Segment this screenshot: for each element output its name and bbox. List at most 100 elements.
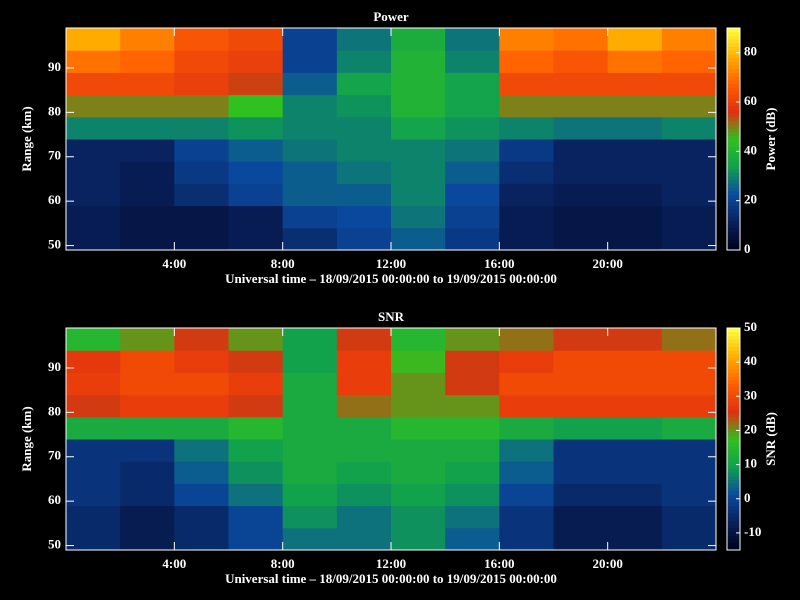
heatmap-cell: [445, 505, 500, 529]
heatmap-cell: [66, 416, 121, 440]
heatmap-cell: [391, 50, 446, 73]
heatmap-cell: [661, 161, 717, 184]
colorbar-segment: [727, 83, 740, 88]
colorbar-tick-label: 20: [744, 192, 757, 207]
heatmap-cell: [336, 416, 392, 440]
heatmap-cell: [174, 72, 229, 96]
colorbar-segment: [727, 46, 740, 51]
heatmap-cell: [120, 161, 175, 184]
colorbar-tick-label: 40: [744, 353, 757, 368]
heatmap-cell: [66, 183, 121, 207]
heatmap-cell: [66, 72, 121, 96]
heatmap-cell: [174, 50, 229, 73]
heatmap-cell: [553, 328, 609, 351]
heatmap-cell: [174, 183, 229, 207]
colorbar-segment: [727, 242, 740, 247]
heatmap-cell: [336, 527, 392, 551]
colorbar-label: Power (dB): [763, 108, 778, 171]
heatmap-cell: [282, 439, 338, 462]
x-tick-label: 8:00: [271, 256, 295, 271]
heatmap-cell: [499, 205, 554, 229]
colorbar-segment: [727, 224, 740, 229]
heatmap-cell: [228, 94, 284, 118]
heatmap-cell: [607, 116, 663, 140]
heatmap-cell: [120, 527, 175, 551]
heatmap-cell: [553, 94, 609, 118]
colorbar-segment: [727, 365, 740, 370]
colorbar-segment: [727, 31, 740, 36]
heatmap-cell: [445, 227, 500, 251]
heatmap-cell: [445, 328, 500, 351]
colorbar-frame: [726, 327, 741, 551]
panel-title: SNR: [378, 309, 405, 324]
colorbar-segment: [727, 209, 740, 214]
heatmap-cell: [499, 116, 554, 140]
colorbar-segment: [727, 331, 740, 336]
heatmap-cell: [120, 50, 175, 73]
colorbar-segment: [727, 361, 740, 366]
colorbar-segment: [727, 520, 740, 525]
heatmap-cell: [336, 139, 392, 162]
heatmap-cell: [499, 439, 554, 462]
heatmap-cell: [336, 372, 392, 396]
colorbar-segment: [727, 483, 740, 488]
heatmap-cell: [661, 72, 717, 96]
heatmap-cell: [282, 50, 338, 73]
heatmap-cell: [336, 161, 392, 184]
colorbar-segment: [727, 353, 740, 359]
heatmap-cell: [282, 139, 338, 162]
heatmap-cell: [499, 72, 554, 96]
heatmap-cell: [661, 227, 717, 251]
heatmap-cell: [282, 505, 338, 529]
colorbar-segment: [727, 427, 740, 433]
colorbar-segment: [727, 157, 740, 162]
colorbar-segment: [727, 542, 740, 547]
heatmap-cell: [553, 416, 609, 440]
heatmap-cell: [174, 372, 229, 396]
heatmap-cell: [228, 416, 284, 440]
heatmap-cell: [607, 139, 663, 162]
heatmap-cell: [66, 139, 121, 162]
heatmap-cell: [174, 461, 229, 484]
panel-title: Power: [373, 9, 409, 24]
heatmap-cell: [499, 227, 554, 251]
colorbar-segment: [727, 76, 740, 81]
heatmap-cell: [174, 28, 229, 51]
colorbar-segment: [727, 72, 740, 77]
colorbar-segment: [727, 172, 740, 177]
heatmap-cell: [66, 116, 121, 140]
colorbar-segment: [727, 168, 740, 173]
heatmap-cell: [228, 328, 284, 351]
y-tick-label: 50: [48, 237, 61, 252]
heatmap-cell: [282, 328, 338, 351]
heatmap-cell: [391, 461, 446, 484]
colorbar-segment: [727, 61, 740, 66]
heatmap-cell: [391, 72, 446, 96]
heatmap-cell: [661, 394, 717, 418]
colorbar-segment: [727, 383, 740, 388]
colorbar-segment: [727, 102, 740, 107]
colorbar-segment: [727, 216, 740, 221]
colorbar-segment: [727, 246, 740, 251]
colorbar-segment: [727, 390, 740, 396]
colorbar-segment: [727, 472, 740, 477]
heatmap-cell: [282, 461, 338, 484]
colorbar-segment: [727, 494, 740, 499]
colorbar-segment: [727, 213, 740, 218]
heatmap-cell: [391, 439, 446, 462]
colorbar-segment: [727, 190, 740, 195]
heatmap-cell: [553, 116, 609, 140]
heatmap-cell: [228, 139, 284, 162]
colorbar-segment: [727, 113, 740, 118]
colorbar-segment: [727, 109, 740, 114]
colorbar-segment: [727, 350, 740, 355]
heatmap-cell: [228, 372, 284, 396]
heatmap-cell: [607, 328, 663, 351]
colorbar-segment: [727, 339, 740, 344]
colorbar-segment: [727, 531, 740, 536]
colorbar-segment: [727, 457, 740, 462]
x-tick-label: 16:00: [484, 556, 514, 571]
heatmap-cell: [120, 350, 175, 373]
x-tick-label: 12:00: [376, 256, 406, 271]
colorbar-segment: [727, 153, 740, 158]
